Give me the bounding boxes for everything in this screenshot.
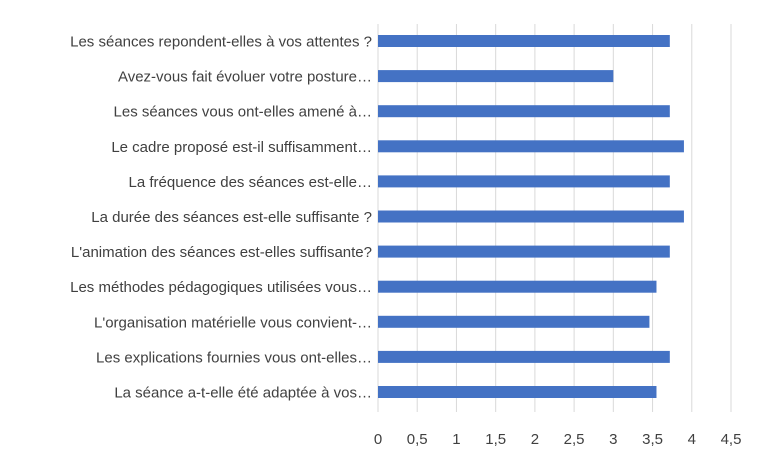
bar [378,105,670,118]
bar [378,386,657,398]
x-tick-label: 3,5 [642,431,663,448]
x-axis-tick-labels: 0 0,5 1 1,5 2 2,5 3 3,5 4 4,5 [374,431,742,448]
category-labels: Les séances repondent-elles à vos attent… [70,34,372,402]
bar [378,245,670,258]
bar [378,350,670,363]
x-tick-label: 1 [452,431,460,448]
category-label: Avez-vous fait évoluer votre posture… [118,69,372,86]
bar [378,210,684,223]
bar [378,70,614,83]
category-label: Le cadre proposé est-il suffisamment… [111,139,372,156]
bar [378,315,650,328]
category-label: Les séances vous ont-elles amené à… [114,104,372,121]
category-label: L'animation des séances est-elles suffis… [71,244,372,261]
category-label: Les séances repondent-elles à vos attent… [70,34,372,51]
x-tick-label: 2,5 [564,431,585,448]
bars [378,35,684,398]
x-tick-label: 0 [374,431,382,448]
category-label: L'organisation matérielle vous convient-… [94,314,372,331]
x-tick-label: 2 [531,431,539,448]
category-label: La séance a-t-elle été adaptée à vos… [114,385,372,402]
bar [378,280,657,293]
category-label: La fréquence des séances est-elle… [129,174,372,191]
x-tick-label: 1,5 [485,431,506,448]
x-tick-label: 4 [688,431,696,448]
category-label: Les explications fournies vous ont-elles… [96,349,372,366]
category-label: La durée des séances est-elle suffisante… [91,209,372,226]
bar [378,175,670,188]
x-tick-label: 3 [609,431,617,448]
bar [378,140,684,153]
x-tick-label: 4,5 [721,431,742,448]
x-tick-label: 0,5 [407,431,428,448]
bar [378,35,670,47]
category-label: Les méthodes pédagogiques utilisées vous… [70,279,372,296]
